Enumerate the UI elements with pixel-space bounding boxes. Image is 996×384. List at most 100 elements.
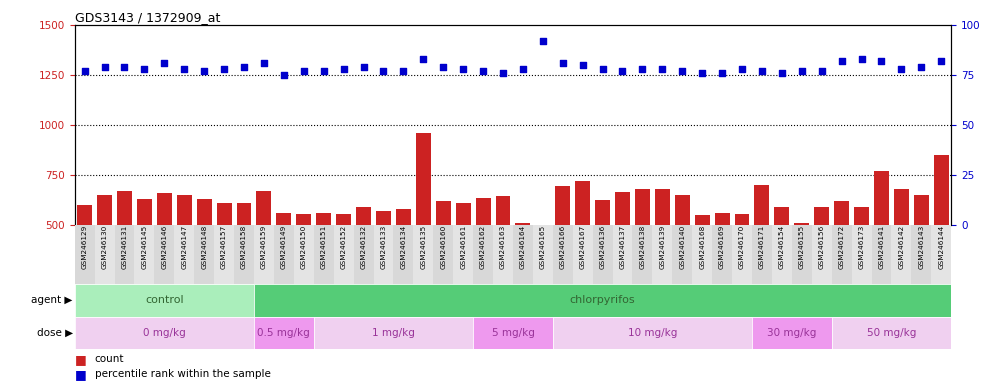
- Point: [674, 68, 690, 74]
- Text: GSM246155: GSM246155: [799, 225, 805, 270]
- Bar: [95, 225, 115, 284]
- Point: [136, 66, 152, 72]
- Point: [356, 64, 372, 70]
- Bar: [933, 155, 948, 324]
- Text: GSM246171: GSM246171: [759, 225, 765, 270]
- Bar: [296, 214, 311, 324]
- Bar: [714, 213, 729, 324]
- Bar: [595, 200, 610, 324]
- Point: [893, 66, 909, 72]
- Bar: [75, 284, 254, 317]
- Text: GSM246157: GSM246157: [221, 225, 227, 270]
- Bar: [234, 225, 254, 284]
- Bar: [354, 225, 374, 284]
- Bar: [493, 225, 513, 284]
- Bar: [115, 225, 134, 284]
- Bar: [772, 225, 792, 284]
- Bar: [575, 181, 590, 324]
- Bar: [632, 225, 652, 284]
- Bar: [435, 201, 450, 324]
- Point: [495, 70, 511, 76]
- Text: count: count: [95, 354, 124, 364]
- Bar: [75, 225, 95, 284]
- Bar: [812, 225, 832, 284]
- Bar: [453, 225, 473, 284]
- Text: GSM246170: GSM246170: [739, 225, 745, 270]
- Bar: [415, 133, 430, 324]
- Bar: [475, 198, 490, 324]
- Text: GSM246134: GSM246134: [400, 225, 406, 270]
- Bar: [573, 225, 593, 284]
- Bar: [356, 207, 371, 324]
- Text: 10 mg/kg: 10 mg/kg: [627, 328, 677, 338]
- Bar: [375, 211, 390, 324]
- Point: [595, 66, 611, 72]
- Bar: [652, 225, 672, 284]
- Bar: [433, 225, 453, 284]
- Bar: [214, 225, 234, 284]
- Bar: [634, 189, 649, 324]
- Bar: [157, 193, 171, 324]
- Text: GSM246162: GSM246162: [480, 225, 486, 270]
- Bar: [555, 186, 570, 324]
- Bar: [774, 207, 789, 324]
- Point: [615, 68, 630, 74]
- Bar: [236, 203, 251, 324]
- Bar: [174, 225, 194, 284]
- Text: chlorpyrifos: chlorpyrifos: [570, 295, 635, 306]
- Text: GSM246141: GSM246141: [878, 225, 884, 270]
- Bar: [891, 225, 911, 284]
- Text: dose ▶: dose ▶: [37, 328, 73, 338]
- Point: [654, 66, 670, 72]
- Bar: [893, 189, 908, 324]
- Bar: [911, 225, 931, 284]
- Text: GSM246131: GSM246131: [122, 225, 127, 270]
- Bar: [913, 195, 928, 324]
- Point: [634, 66, 650, 72]
- Text: GSM246163: GSM246163: [500, 225, 506, 270]
- Point: [515, 66, 531, 72]
- Text: GSM246140: GSM246140: [679, 225, 685, 270]
- Point: [754, 68, 770, 74]
- Bar: [196, 199, 211, 324]
- Point: [176, 66, 192, 72]
- Point: [475, 68, 491, 74]
- Point: [316, 68, 332, 74]
- Bar: [533, 225, 553, 284]
- Bar: [732, 225, 752, 284]
- Point: [415, 56, 431, 62]
- Bar: [931, 225, 951, 284]
- Point: [196, 68, 212, 74]
- Text: GSM246148: GSM246148: [201, 225, 207, 270]
- Bar: [77, 205, 92, 324]
- Point: [455, 66, 471, 72]
- Text: GSM246137: GSM246137: [620, 225, 625, 270]
- Text: GSM246166: GSM246166: [560, 225, 566, 270]
- Text: GSM246143: GSM246143: [918, 225, 924, 270]
- Point: [395, 68, 411, 74]
- Text: GDS3143 / 1372909_at: GDS3143 / 1372909_at: [75, 11, 220, 24]
- Text: GSM246151: GSM246151: [321, 225, 327, 270]
- Text: GSM246165: GSM246165: [540, 225, 546, 270]
- Bar: [515, 223, 530, 324]
- Text: GSM246158: GSM246158: [241, 225, 247, 270]
- Point: [276, 72, 292, 78]
- Bar: [274, 225, 294, 284]
- Text: GSM246132: GSM246132: [361, 225, 367, 270]
- Text: GSM246147: GSM246147: [181, 225, 187, 270]
- Point: [97, 64, 113, 70]
- Bar: [615, 192, 629, 324]
- Bar: [314, 317, 473, 349]
- Text: GSM246160: GSM246160: [440, 225, 446, 270]
- Bar: [256, 191, 271, 324]
- Point: [933, 58, 949, 64]
- Text: GSM246159: GSM246159: [261, 225, 267, 270]
- Bar: [535, 225, 550, 324]
- Bar: [294, 225, 314, 284]
- Text: GSM246154: GSM246154: [779, 225, 785, 270]
- Point: [236, 64, 252, 70]
- Point: [555, 60, 571, 66]
- Point: [854, 56, 870, 62]
- Point: [336, 66, 352, 72]
- Point: [834, 58, 850, 64]
